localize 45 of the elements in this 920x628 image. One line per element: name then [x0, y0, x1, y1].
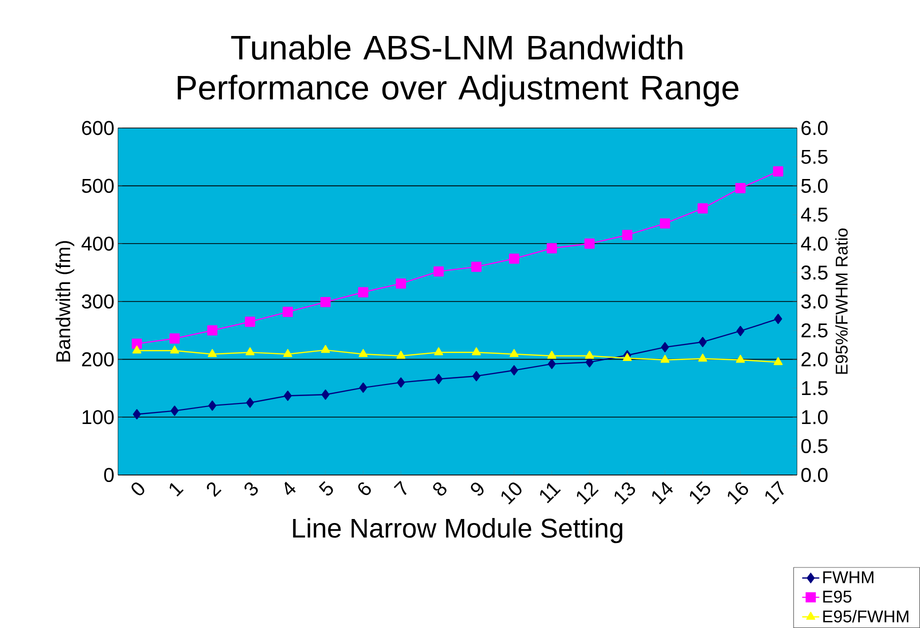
y-tick-label: 300 — [82, 294, 114, 309]
x-tick-label: 9 — [470, 482, 484, 496]
y2-tick-label: 5.0 — [801, 178, 828, 193]
x-tick-label: 6 — [358, 482, 371, 496]
x-tick-label: 15 — [690, 481, 710, 504]
y2-tick-label: 3.5 — [801, 266, 828, 280]
x-tick-label: 14 — [652, 482, 673, 504]
legend-label: E95/FWHM — [823, 610, 908, 622]
x-axis-title: Line Narrow Module Setting — [293, 518, 622, 544]
x-tick-label: 8 — [433, 482, 446, 496]
y2-tick-label: 3.0 — [801, 294, 828, 309]
x-tick-label: 11 — [540, 483, 561, 504]
x-tick-label: 1 — [170, 483, 184, 496]
y2-tick-label: 0.5 — [801, 439, 828, 454]
y2-tick-label: 2.0 — [802, 352, 828, 366]
x-tick-label: 5 — [318, 481, 333, 496]
y2-tick-label: 1.5 — [802, 381, 828, 396]
legend-label: FWHM — [823, 571, 874, 584]
x-tick-label: 2 — [206, 482, 222, 498]
y-tick-label: 500 — [82, 178, 114, 193]
y-axis-title: Bandwith (fm) — [56, 241, 74, 362]
y2-tick-label: 1.0 — [802, 410, 828, 424]
y2-axis-title: E95%/FWHM Ratio — [835, 228, 848, 374]
y2-tick-label: 0.0 — [801, 468, 828, 482]
x-tick-label: 7 — [394, 480, 407, 496]
x-tick-label: 13 — [614, 482, 636, 505]
y-tick-label: 400 — [82, 236, 114, 251]
x-tick-label: 16 — [728, 482, 748, 505]
y2-tick-label: 5.5 — [801, 150, 828, 164]
y-tick-label: 200 — [82, 352, 114, 366]
y2-tick-label: 4.0 — [800, 236, 828, 251]
y2-tick-label: 4.5 — [800, 208, 828, 222]
y-tick-label: 0 — [104, 468, 114, 482]
x-tick-label: 12 — [576, 482, 599, 505]
y2-tick-label: 6.0 — [802, 120, 828, 136]
y-tick-label: 600 — [82, 120, 114, 136]
x-tick-label: 17 — [765, 480, 784, 504]
x-tick-label: 3 — [244, 482, 258, 496]
chart-title: Tunable ABS-LNM Bandwidth Performance over Adjustment Range — [178, 34, 738, 106]
legend-label: E95 — [823, 590, 852, 603]
x-tick-label: 0 — [132, 482, 144, 496]
x-tick-label: 10 — [501, 482, 522, 505]
y-tick-label: 100 — [82, 410, 114, 424]
y2-tick-label: 2.5 — [802, 323, 828, 338]
x-tick-label: 4 — [284, 482, 296, 496]
